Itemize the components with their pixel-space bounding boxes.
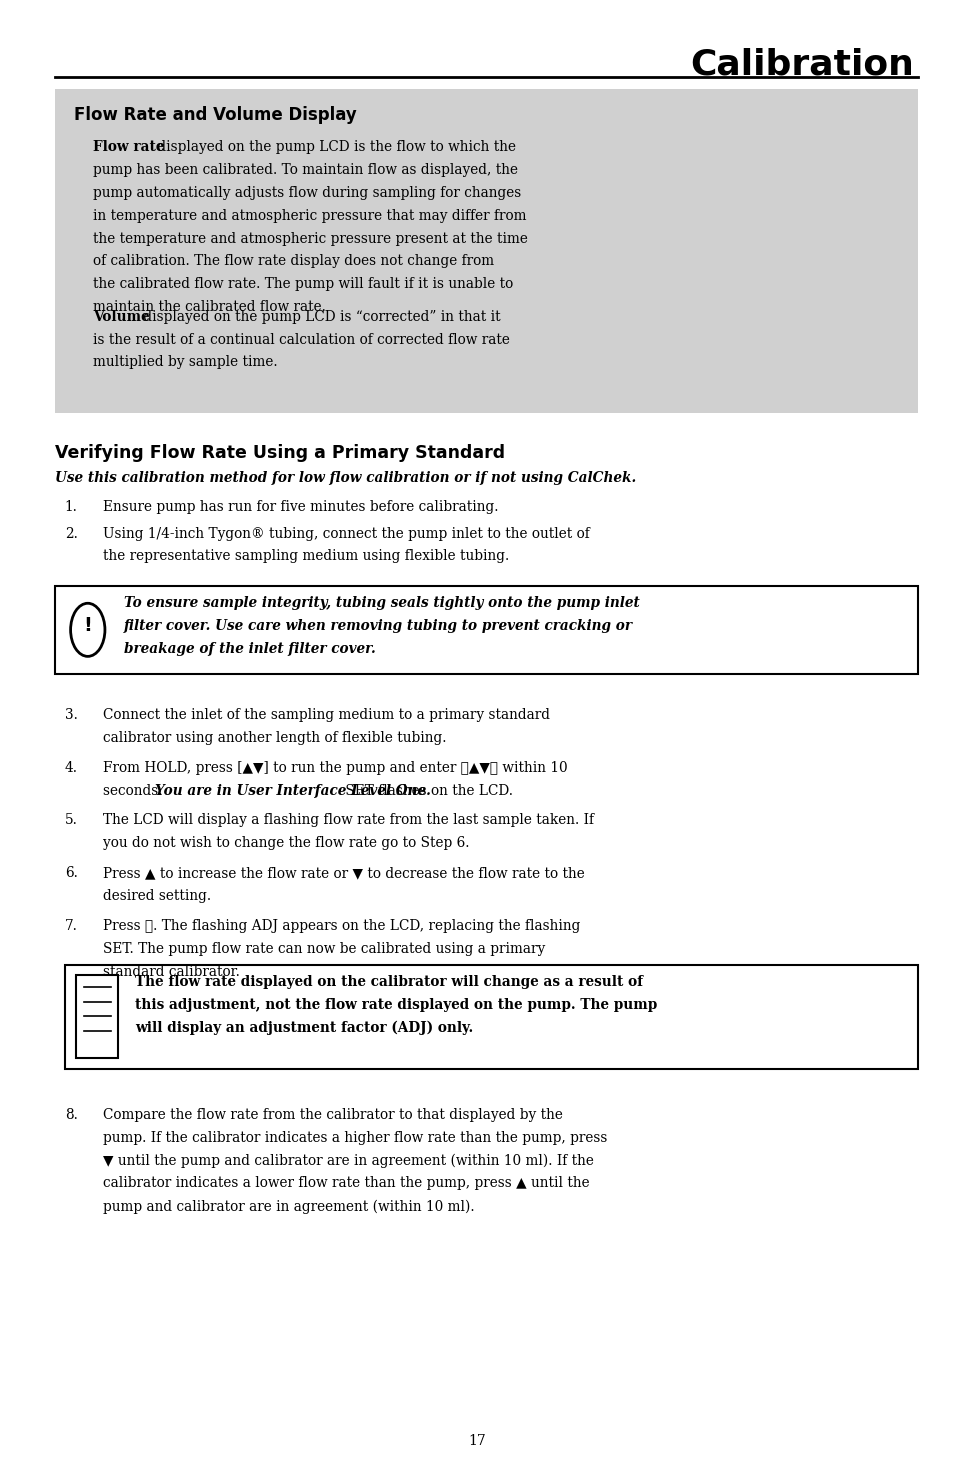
Text: displayed on the pump LCD is the flow to which the: displayed on the pump LCD is the flow to… [152,140,516,153]
Text: Volume: Volume [93,310,150,323]
Bar [76,975,118,1058]
Text: breakage of the inlet filter cover.: breakage of the inlet filter cover. [124,642,375,655]
Text: calibrator indicates a lower flow rate than the pump, press ▲ until the: calibrator indicates a lower flow rate t… [103,1177,589,1190]
Text: pump. If the calibrator indicates a higher flow rate than the pump, press: pump. If the calibrator indicates a high… [103,1130,607,1145]
Text: 8.: 8. [65,1108,77,1121]
Text: Flow Rate and Volume Display: Flow Rate and Volume Display [74,106,356,124]
Text: desired setting.: desired setting. [103,888,211,903]
Text: SET. The pump flow rate can now be calibrated using a primary: SET. The pump flow rate can now be calib… [103,943,545,956]
Text: Flow rate: Flow rate [93,140,165,153]
Text: calibrator using another length of flexible tubing.: calibrator using another length of flexi… [103,730,446,745]
Text: displayed on the pump LCD is “corrected” in that it: displayed on the pump LCD is “corrected”… [139,310,500,323]
Text: of calibration. The flow rate display does not change from: of calibration. The flow rate display do… [93,254,494,268]
Text: maintain the calibrated flow rate.: maintain the calibrated flow rate. [93,299,326,314]
Text: 4.: 4. [65,761,78,774]
Text: From HOLD, press [▲▼] to run the pump and enter ✱▲▼✱ within 10: From HOLD, press [▲▼] to run the pump an… [103,761,567,774]
Text: 17: 17 [468,1435,485,1448]
Text: Ensure pump has run for five minutes before calibrating.: Ensure pump has run for five minutes bef… [103,500,498,513]
Text: the representative sampling medium using flexible tubing.: the representative sampling medium using… [103,549,509,563]
Text: Connect the inlet of the sampling medium to a primary standard: Connect the inlet of the sampling medium… [103,708,550,721]
Text: you do not wish to change the flow rate go to Step 6.: you do not wish to change the flow rate … [103,835,469,850]
Text: Press ✱. The flashing ADJ appears on the LCD, replacing the flashing: Press ✱. The flashing ADJ appears on the… [103,919,579,932]
Text: 7.: 7. [65,919,77,932]
Text: 5.: 5. [65,813,77,826]
Text: pump has been calibrated. To maintain flow as displayed, the: pump has been calibrated. To maintain fl… [93,162,517,177]
Bar [55,586,917,674]
Text: Press ▲ to increase the flow rate or ▼ to decrease the flow rate to the: Press ▲ to increase the flow rate or ▼ t… [103,866,584,879]
Text: the temperature and atmospheric pressure present at the time: the temperature and atmospheric pressure… [93,232,528,245]
Bar [55,88,917,413]
Text: 3.: 3. [65,708,77,721]
Text: Using 1/4-inch Tygon® tubing, connect the pump inlet to the outlet of: Using 1/4-inch Tygon® tubing, connect th… [103,527,589,540]
Text: You are in User Interface Level One.: You are in User Interface Level One. [154,785,430,798]
Text: is the result of a continual calculation of corrected flow rate: is the result of a continual calculation… [93,332,510,347]
Text: standard calibrator.: standard calibrator. [103,965,239,978]
Text: The flow rate displayed on the calibrator will change as a result of: The flow rate displayed on the calibrato… [135,975,642,988]
Text: this adjustment, not the flow rate displayed on the pump. The pump: this adjustment, not the flow rate displ… [135,997,657,1012]
Text: filter cover. Use care when removing tubing to prevent cracking or: filter cover. Use care when removing tub… [124,618,633,633]
Text: pump and calibrator are in agreement (within 10 ml).: pump and calibrator are in agreement (wi… [103,1199,475,1214]
Text: seconds.: seconds. [103,785,167,798]
Text: 1.: 1. [65,500,77,513]
Text: the calibrated flow rate. The pump will fault if it is unable to: the calibrated flow rate. The pump will … [93,277,514,291]
Text: multiplied by sample time.: multiplied by sample time. [93,355,278,369]
Text: 2.: 2. [65,527,77,540]
Text: Compare the flow rate from the calibrator to that displayed by the: Compare the flow rate from the calibrato… [103,1108,562,1121]
Text: Verifying Flow Rate Using a Primary Standard: Verifying Flow Rate Using a Primary Stan… [55,444,505,462]
Text: To ensure sample integrity, tubing seals tightly onto the pump inlet: To ensure sample integrity, tubing seals… [124,596,639,609]
Text: Calibration: Calibration [689,47,913,81]
Text: The LCD will display a flashing flow rate from the last sample taken. If: The LCD will display a flashing flow rat… [103,813,594,826]
Bar [65,965,917,1069]
Text: 6.: 6. [65,866,77,879]
Text: !: ! [83,617,92,634]
Text: Use this calibration method for low flow calibration or if not using CalChek.: Use this calibration method for low flow… [55,471,636,484]
Text: SET flashes on the LCD.: SET flashes on the LCD. [340,785,512,798]
Text: pump automatically adjusts flow during sampling for changes: pump automatically adjusts flow during s… [93,186,521,199]
Text: will display an adjustment factor (ADJ) only.: will display an adjustment factor (ADJ) … [135,1021,474,1035]
Text: in temperature and atmospheric pressure that may differ from: in temperature and atmospheric pressure … [93,208,526,223]
Text: ▼ until the pump and calibrator are in agreement (within 10 ml). If the: ▼ until the pump and calibrator are in a… [103,1153,594,1168]
